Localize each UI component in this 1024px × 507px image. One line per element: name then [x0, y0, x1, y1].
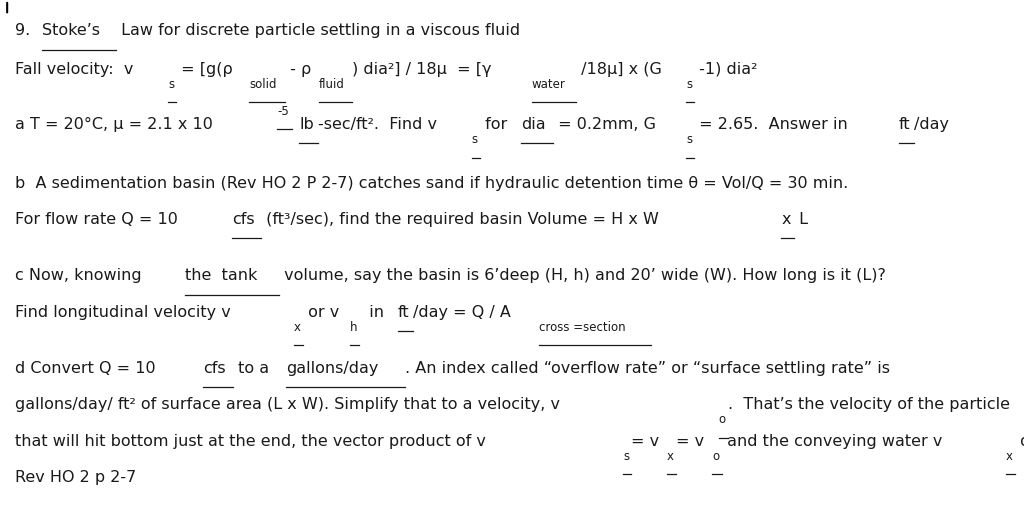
Text: L: L	[794, 212, 808, 227]
Text: or v: or v	[303, 305, 339, 320]
Text: 9.: 9.	[15, 23, 36, 39]
Text: -sec/ft².  Find v: -sec/ft². Find v	[318, 117, 437, 132]
Text: s: s	[472, 133, 478, 147]
Text: = [g(ρ: = [g(ρ	[176, 61, 232, 77]
Text: ft: ft	[899, 117, 910, 132]
Text: o: o	[719, 413, 726, 426]
Text: x: x	[667, 450, 674, 463]
Text: solid: solid	[249, 78, 276, 91]
Text: Find longitudinal velocity v: Find longitudinal velocity v	[15, 305, 231, 320]
Text: s: s	[686, 78, 692, 91]
Text: -5: -5	[278, 105, 289, 118]
Text: a T = 20°C, μ = 2.1 x 10: a T = 20°C, μ = 2.1 x 10	[15, 117, 218, 132]
Text: volume, say the basin is 6’deep (H, h) and 20’ wide (W). How long is it (L)?: volume, say the basin is 6’deep (H, h) a…	[279, 268, 886, 283]
Text: (ft³/sec), find the required basin Volume = H x W: (ft³/sec), find the required basin Volum…	[261, 212, 665, 227]
Text: o: o	[713, 450, 720, 463]
Text: s: s	[168, 78, 174, 91]
Text: Fall velocity:  v: Fall velocity: v	[15, 61, 134, 77]
Text: x: x	[781, 212, 791, 227]
Text: cross =section: cross =section	[540, 321, 626, 334]
Text: .  That’s the velocity of the particle: . That’s the velocity of the particle	[728, 397, 1010, 412]
Text: Law for discrete particle settling in a viscous fluid: Law for discrete particle settling in a …	[117, 23, 520, 39]
Text: -1) dia²: -1) dia²	[694, 61, 758, 77]
Text: h: h	[349, 321, 357, 334]
Text: = v: = v	[676, 433, 705, 449]
Text: /18μ] x (G: /18μ] x (G	[575, 61, 662, 77]
Text: x: x	[294, 321, 301, 334]
Text: c Now, knowing: c Now, knowing	[15, 268, 147, 283]
Text: and the conveying water v: and the conveying water v	[722, 433, 942, 449]
Text: ) dia²] / 18μ  = [γ: ) dia²] / 18μ = [γ	[352, 61, 492, 77]
Text: gallons/day: gallons/day	[286, 360, 378, 376]
Text: cfs: cfs	[204, 360, 226, 376]
Text: . An index called “overflow rate” or “surface settling rate” is: . An index called “overflow rate” or “su…	[406, 360, 890, 376]
Text: dia: dia	[521, 117, 546, 132]
Text: or v: or v	[1015, 433, 1024, 449]
Text: /day = Q / A: /day = Q / A	[413, 305, 511, 320]
Text: gallons/day/ ft² of surface area (L x W). Simplify that to a velocity, v: gallons/day/ ft² of surface area (L x W)…	[15, 397, 560, 412]
Text: = v: = v	[631, 433, 659, 449]
Text: water: water	[532, 78, 566, 91]
Text: b  A sedimentation basin (Rev HO 2 P 2-7) catches sand if hydraulic detention ti: b A sedimentation basin (Rev HO 2 P 2-7)…	[15, 175, 849, 191]
Text: d Convert Q = 10: d Convert Q = 10	[15, 360, 161, 376]
Text: the  tank: the tank	[185, 268, 258, 283]
Text: = 2.65.  Answer in: = 2.65. Answer in	[694, 117, 853, 132]
Text: /day: /day	[913, 117, 949, 132]
Text: s: s	[623, 450, 629, 463]
Text: ft: ft	[398, 305, 410, 320]
Text: x: x	[1006, 450, 1013, 463]
Text: lb: lb	[299, 117, 313, 132]
Text: Stoke’s: Stoke’s	[42, 23, 99, 39]
Text: For flow rate Q = 10: For flow rate Q = 10	[15, 212, 183, 227]
Text: - ρ: - ρ	[285, 61, 311, 77]
Text: in: in	[359, 305, 389, 320]
Text: cfs: cfs	[232, 212, 255, 227]
Text: fluid: fluid	[318, 78, 344, 91]
Text: to a: to a	[232, 360, 273, 376]
Text: s: s	[686, 133, 692, 147]
Text: for: for	[479, 117, 512, 132]
Text: that will hit bottom just at the end, the vector product of v: that will hit bottom just at the end, th…	[15, 433, 486, 449]
Text: Rev HO 2 p 2-7: Rev HO 2 p 2-7	[15, 469, 136, 485]
Text: = 0.2mm, G: = 0.2mm, G	[553, 117, 656, 132]
